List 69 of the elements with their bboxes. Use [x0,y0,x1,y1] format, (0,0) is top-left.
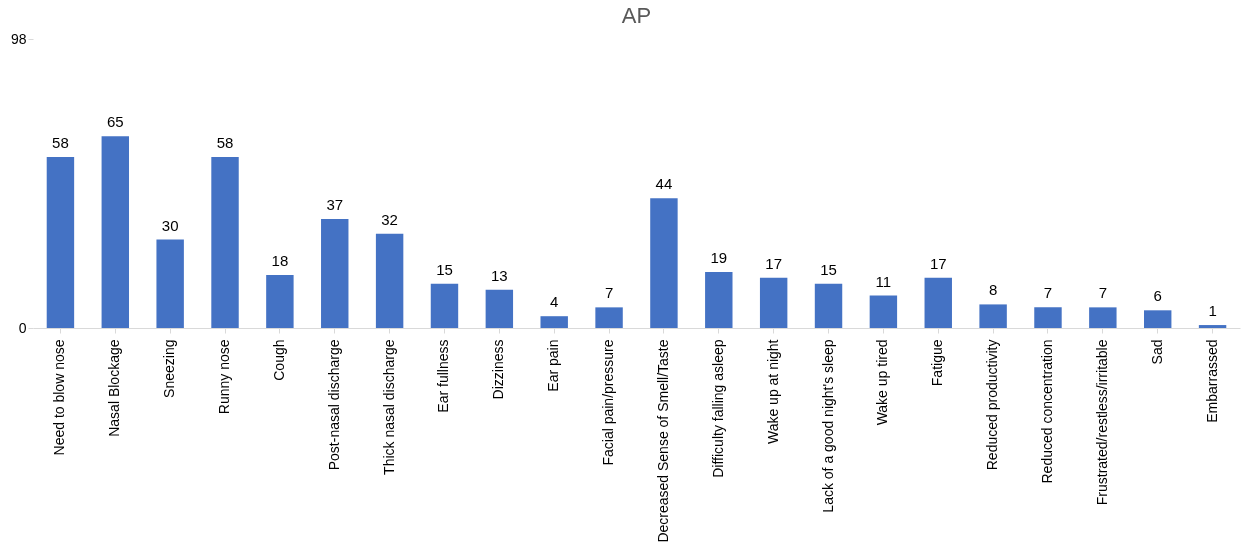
data-label: 15 [436,260,453,278]
data-label: 8 [988,281,998,299]
x-tick-label: Ear pain [545,339,562,392]
x-tick-label: Sad [1148,339,1165,365]
x-tick-label: Lack of a good night's sleep [819,339,836,513]
bar [266,274,294,328]
x-tick-label: Reduced productivity [984,339,1001,471]
x-tick-label: Nasal Blockage [106,339,123,437]
data-label: 58 [52,133,69,151]
data-label: 7 [604,284,614,302]
bar [650,198,678,328]
data-label: 65 [106,113,124,131]
x-tick-label: Wake up at night [764,339,781,445]
y-tick-label: 98 [10,30,27,47]
bar [156,239,184,328]
x-tick-label: Runny nose [216,339,233,415]
bar [485,289,514,328]
x-tick-label: Wake up tired [874,339,891,426]
bar [211,156,239,328]
bar [924,277,952,328]
bar [540,316,568,328]
bar [1143,310,1172,328]
data-label: 17 [765,254,782,272]
x-tick-label: Difficulty falling asleep [709,339,726,478]
data-label: 7 [1098,284,1108,302]
x-tick-label: Post-nasal discharge [325,339,342,471]
x-tick-label: Frustrated/restless/irritable [1093,339,1110,506]
data-label: 18 [271,251,289,269]
bar [321,218,349,328]
x-tick-label: Thick nasal discharge [380,339,397,475]
data-label: 44 [655,175,673,193]
data-label: 1 [1208,302,1217,320]
x-tick-label: Reduced concentration [1038,339,1055,484]
data-label: 58 [216,133,234,151]
bar [869,295,898,328]
x-tick-label: Need to blow nose [51,339,68,456]
data-label: 30 [161,216,179,234]
data-label: 32 [381,210,398,228]
x-tick-label: Dizziness [490,339,507,400]
x-tick-label: Ear fullness [435,339,452,413]
x-tick-label: Sneezing [161,339,178,398]
bar [46,156,75,328]
y-tick-label: 0 [18,319,27,336]
x-tick-label: Facial pain/pressure [600,339,617,466]
data-label: 15 [820,260,837,278]
x-tick-label: Decreased Sense of Smell/Taste [654,339,671,543]
bar [595,307,623,328]
bar [375,233,404,328]
bar [979,304,1007,328]
data-label: 17 [929,254,947,272]
chart-title: AP [621,3,652,28]
bar [1198,325,1227,328]
x-tick-label: Embarrassed [1203,339,1220,423]
bar [1089,307,1117,328]
data-label: 6 [1153,287,1162,305]
bar [705,271,733,328]
data-label: 19 [710,248,728,266]
x-tick-label: Fatigue [929,339,946,387]
data-label: 11 [875,272,892,290]
data-label: 7 [1043,284,1053,302]
data-label: 13 [491,266,508,284]
bar [1034,307,1062,328]
bar [430,283,459,328]
x-tick-label: Cough [270,339,287,381]
bar [759,277,788,328]
bar [814,283,843,328]
data-label: 4 [550,293,559,311]
bar [101,136,130,328]
data-label: 37 [326,195,344,213]
